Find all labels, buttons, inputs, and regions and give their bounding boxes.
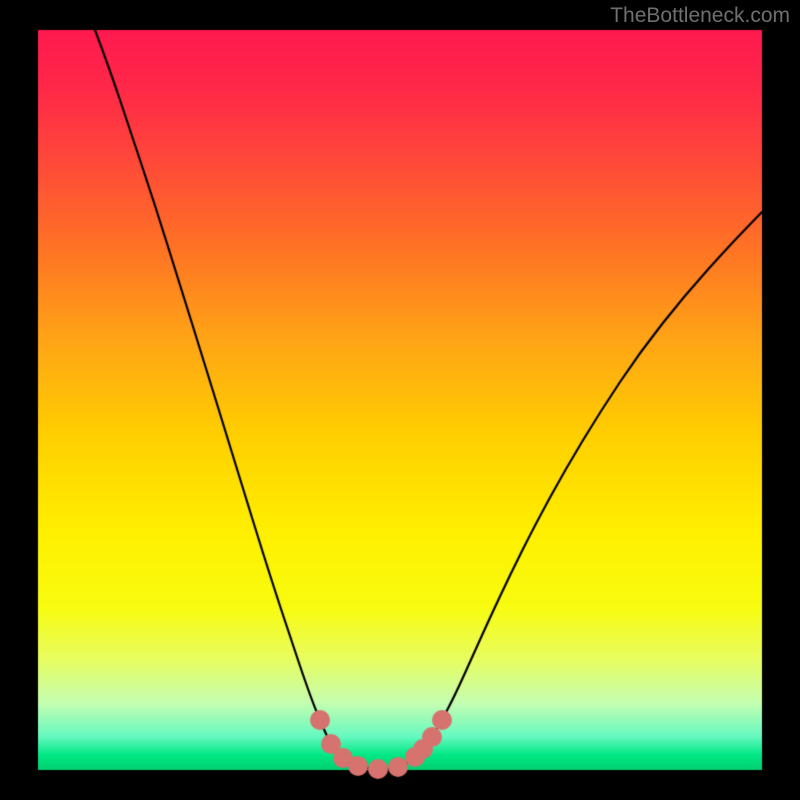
plot-canvas — [0, 0, 800, 800]
chart-container: TheBottleneck.com — [0, 0, 800, 800]
